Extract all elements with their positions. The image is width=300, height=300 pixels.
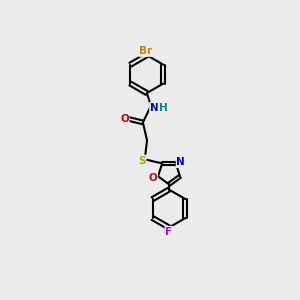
Text: H: H (159, 103, 167, 112)
Text: N: N (150, 103, 159, 112)
Text: O: O (120, 114, 129, 124)
Text: S: S (138, 155, 146, 166)
Text: F: F (165, 227, 172, 237)
Text: O: O (148, 173, 157, 183)
Text: Br: Br (139, 46, 152, 56)
Text: N: N (176, 157, 185, 167)
